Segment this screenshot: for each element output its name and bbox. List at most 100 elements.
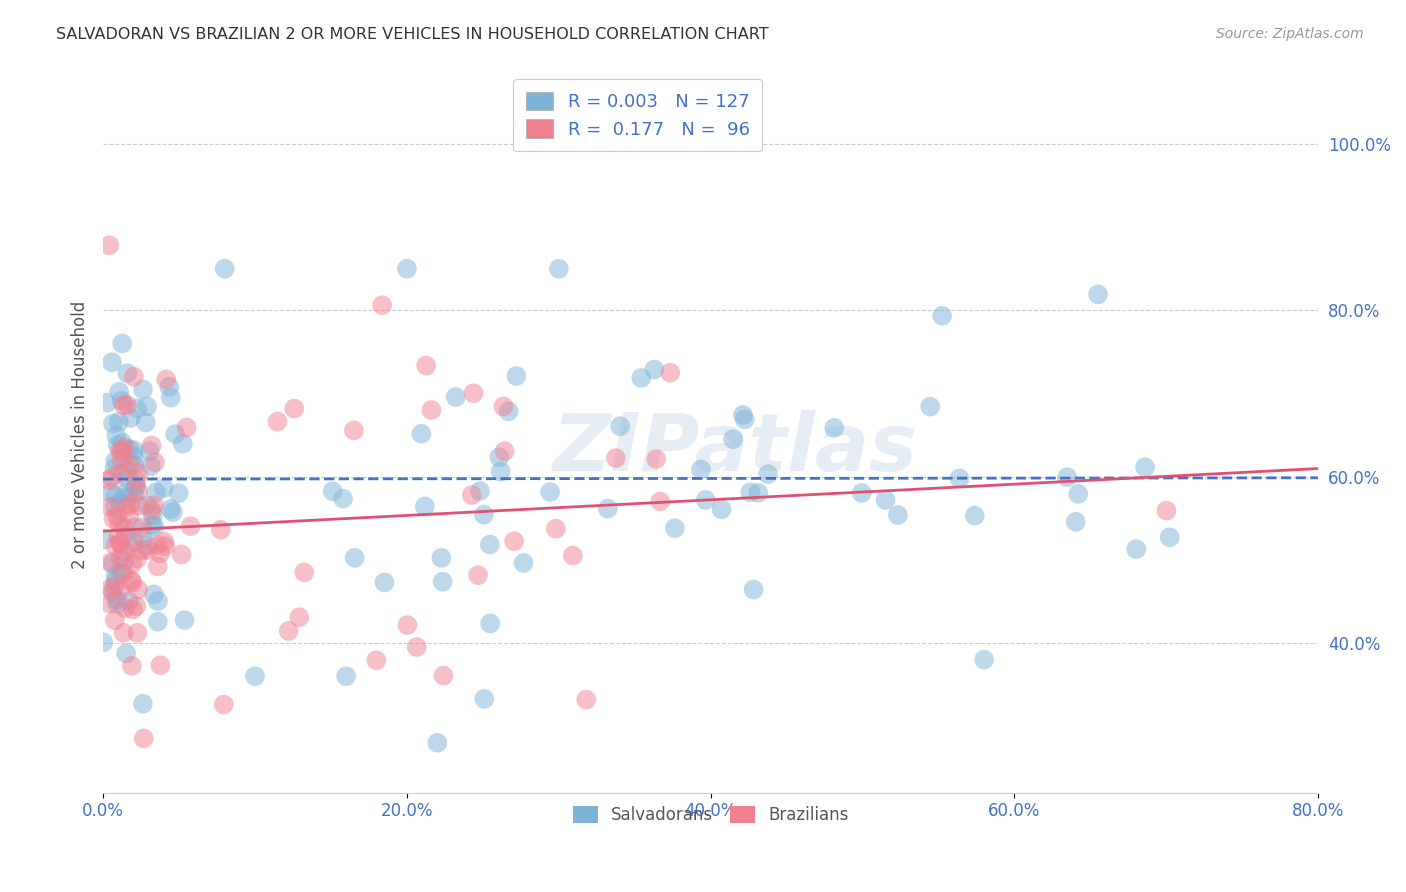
Point bbox=[162, 505, 184, 519]
Point bbox=[426, 736, 449, 750]
Text: SALVADORAN VS BRAZILIAN 2 OR MORE VEHICLES IN HOUSEHOLD CORRELATION CHART: SALVADORAN VS BRAZILIAN 2 OR MORE VEHICL… bbox=[56, 27, 769, 42]
Point bbox=[107, 597, 129, 611]
Point bbox=[335, 669, 357, 683]
Point bbox=[159, 391, 181, 405]
Point bbox=[478, 538, 501, 552]
Point bbox=[695, 492, 717, 507]
Point bbox=[948, 471, 970, 485]
Point bbox=[117, 366, 139, 380]
Point bbox=[920, 400, 942, 414]
Point bbox=[110, 454, 132, 468]
Point bbox=[415, 359, 437, 373]
Point bbox=[110, 393, 132, 408]
Point bbox=[112, 544, 135, 558]
Point bbox=[143, 455, 166, 469]
Point bbox=[124, 458, 146, 472]
Point bbox=[176, 420, 198, 434]
Point bbox=[114, 441, 136, 455]
Point bbox=[396, 618, 419, 632]
Point bbox=[322, 484, 344, 499]
Point bbox=[149, 658, 172, 673]
Point bbox=[645, 452, 668, 467]
Point bbox=[122, 487, 145, 501]
Point bbox=[127, 401, 149, 416]
Point bbox=[467, 568, 489, 582]
Point bbox=[167, 486, 190, 500]
Point bbox=[121, 659, 143, 673]
Point bbox=[155, 372, 177, 386]
Point bbox=[110, 566, 132, 580]
Point bbox=[209, 523, 232, 537]
Point bbox=[98, 500, 121, 514]
Point bbox=[94, 533, 117, 547]
Point bbox=[851, 486, 873, 500]
Point bbox=[135, 498, 157, 512]
Point bbox=[110, 550, 132, 565]
Point bbox=[605, 451, 627, 466]
Legend: Salvadorans, Brazilians: Salvadorans, Brazilians bbox=[562, 797, 859, 834]
Point bbox=[100, 486, 122, 500]
Point bbox=[650, 494, 672, 508]
Point bbox=[1159, 530, 1181, 544]
Point bbox=[108, 444, 131, 458]
Point bbox=[411, 426, 433, 441]
Point bbox=[125, 474, 148, 488]
Point bbox=[107, 530, 129, 544]
Point bbox=[721, 432, 744, 446]
Point bbox=[118, 508, 141, 523]
Point bbox=[128, 499, 150, 513]
Point bbox=[432, 668, 454, 682]
Point bbox=[742, 582, 765, 597]
Point bbox=[120, 573, 142, 587]
Point bbox=[664, 521, 686, 535]
Point bbox=[561, 549, 583, 563]
Point bbox=[104, 453, 127, 467]
Point bbox=[690, 462, 713, 476]
Point bbox=[266, 415, 288, 429]
Point bbox=[108, 516, 131, 531]
Point bbox=[180, 519, 202, 533]
Point bbox=[479, 616, 502, 631]
Point bbox=[505, 368, 527, 383]
Point bbox=[931, 309, 953, 323]
Point bbox=[101, 585, 124, 599]
Point bbox=[132, 383, 155, 397]
Point bbox=[96, 395, 118, 409]
Point bbox=[343, 423, 366, 437]
Point bbox=[575, 692, 598, 706]
Point bbox=[136, 538, 159, 552]
Point bbox=[111, 443, 134, 458]
Point bbox=[135, 416, 157, 430]
Point bbox=[124, 479, 146, 493]
Point bbox=[492, 400, 515, 414]
Point bbox=[110, 467, 132, 481]
Point bbox=[544, 522, 567, 536]
Point bbox=[659, 366, 682, 380]
Point bbox=[141, 517, 163, 532]
Point bbox=[107, 438, 129, 452]
Point bbox=[472, 692, 495, 706]
Point bbox=[118, 498, 141, 512]
Point bbox=[1064, 515, 1087, 529]
Point bbox=[104, 500, 127, 514]
Point bbox=[547, 261, 569, 276]
Point bbox=[100, 470, 122, 484]
Point bbox=[420, 403, 443, 417]
Point bbox=[153, 481, 176, 495]
Point bbox=[138, 444, 160, 458]
Point bbox=[538, 485, 561, 500]
Point bbox=[468, 484, 491, 499]
Point bbox=[243, 669, 266, 683]
Point bbox=[104, 539, 127, 553]
Point bbox=[114, 601, 136, 615]
Point bbox=[122, 369, 145, 384]
Point bbox=[395, 261, 418, 276]
Point bbox=[153, 534, 176, 549]
Point bbox=[122, 602, 145, 616]
Point bbox=[1125, 542, 1147, 557]
Point bbox=[292, 566, 315, 580]
Point bbox=[100, 555, 122, 569]
Point bbox=[139, 459, 162, 474]
Point bbox=[112, 555, 135, 569]
Point bbox=[112, 625, 135, 640]
